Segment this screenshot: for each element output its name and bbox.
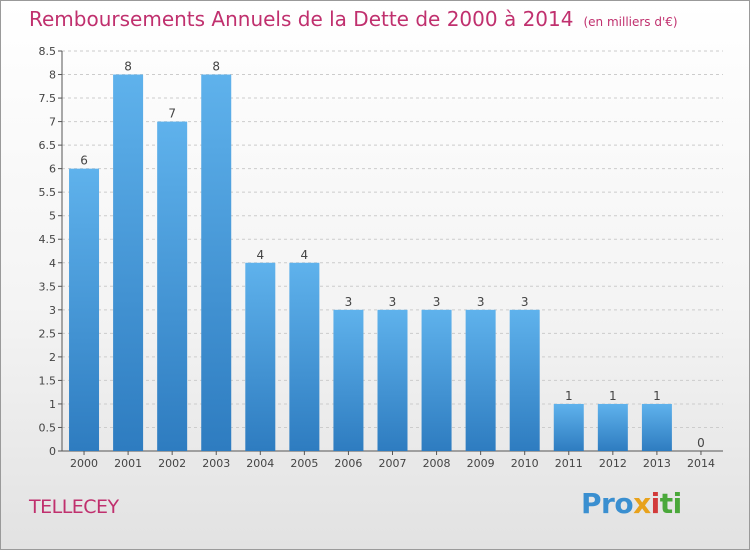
x-tick-label: 2008: [423, 457, 451, 470]
data-label: 1: [609, 389, 617, 403]
x-tick-label: 2000: [70, 457, 98, 470]
x-tick-label: 2011: [555, 457, 583, 470]
x-tick-label: 2010: [511, 457, 539, 470]
data-label: 3: [521, 295, 529, 309]
bar: [509, 309, 540, 451]
logo-part-4: ti: [659, 487, 682, 520]
commune-name: TELLECEY: [29, 496, 119, 518]
data-label: 7: [168, 107, 176, 121]
x-tick-label: 2014: [687, 457, 715, 470]
bar: [421, 309, 452, 451]
x-tick-label: 2003: [202, 457, 230, 470]
data-label: 8: [212, 60, 220, 74]
y-tick-label: 1.5: [39, 374, 57, 387]
x-tick-label: 2006: [334, 457, 362, 470]
x-tick-label: 2002: [158, 457, 186, 470]
bar: [113, 74, 144, 451]
y-tick-label: 5.5: [39, 186, 57, 199]
y-tick-label: 0.5: [39, 421, 57, 434]
logo-part-2: x: [633, 487, 651, 520]
data-label: 3: [345, 295, 353, 309]
bar: [289, 262, 320, 451]
x-tick-label: 2005: [290, 457, 318, 470]
y-tick-label: 8.5: [39, 45, 57, 58]
data-label: 1: [653, 389, 661, 403]
data-label: 3: [389, 295, 397, 309]
data-label: 3: [433, 295, 441, 309]
proxiti-logo: Proxiti: [581, 487, 682, 520]
x-tick-label: 2009: [467, 457, 495, 470]
y-tick-label: 3.5: [39, 280, 57, 293]
y-tick-label: 4: [49, 257, 56, 270]
bar: [333, 309, 364, 451]
x-tick-label: 2012: [599, 457, 627, 470]
data-label: 6: [80, 154, 88, 168]
data-label: 8: [124, 60, 132, 74]
y-tick-label: 6.5: [39, 139, 57, 152]
logo-part-3: i: [650, 487, 661, 520]
y-tick-label: 7: [49, 116, 56, 129]
bar: [245, 262, 276, 451]
bar: [377, 309, 408, 451]
y-tick-label: 3: [49, 304, 56, 317]
bar: [597, 403, 628, 451]
data-label: 1: [565, 389, 573, 403]
bar: [465, 309, 496, 451]
bar: [69, 168, 100, 451]
y-tick-label: 2: [49, 351, 56, 364]
bar: [201, 74, 232, 451]
y-tick-label: 2.5: [39, 327, 57, 340]
y-tick-label: 8: [49, 69, 56, 82]
x-tick-label: 2004: [246, 457, 274, 470]
x-tick-label: 2007: [379, 457, 407, 470]
logo-part-1: Pro: [581, 487, 634, 520]
data-label: 0: [697, 436, 705, 450]
title-unit: (en milliers d'€): [583, 15, 678, 29]
y-tick-label: 0: [49, 445, 56, 458]
y-tick-label: 5: [49, 210, 56, 223]
bar: [641, 403, 672, 451]
chart-title: Remboursements Annuels de la Dette de 20…: [29, 7, 678, 31]
data-label: 4: [256, 248, 264, 262]
y-tick-label: 4.5: [39, 233, 57, 246]
bar: [553, 403, 584, 451]
y-tick-label: 1: [49, 398, 56, 411]
title-text: Remboursements Annuels de la Dette de 20…: [29, 7, 574, 31]
y-tick-label: 6: [49, 163, 56, 176]
bar: [157, 121, 188, 452]
x-tick-label: 2013: [643, 457, 671, 470]
x-tick-label: 2001: [114, 457, 142, 470]
data-label: 3: [477, 295, 485, 309]
y-tick-label: 7.5: [39, 92, 57, 105]
data-label: 4: [301, 248, 309, 262]
